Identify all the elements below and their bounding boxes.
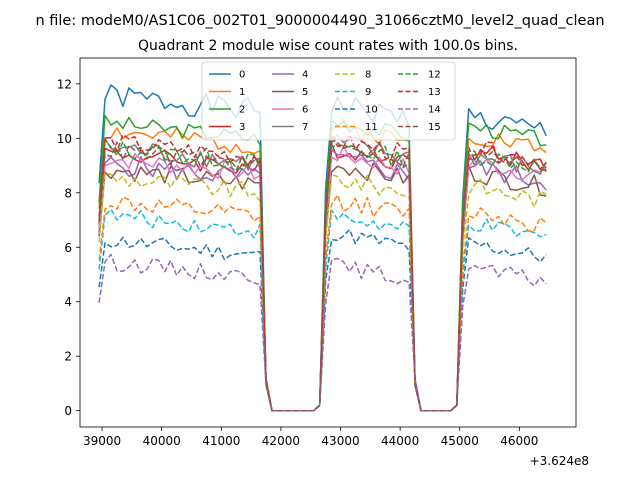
axes-frame <box>79 57 577 428</box>
x-tick-label: 46000 <box>500 434 538 448</box>
series-line-14 <box>98 253 547 412</box>
figure-suptitle: n file: modeM0/AS1C06_002T01_9000004490_… <box>35 13 604 29</box>
series-line-13 <box>98 134 547 412</box>
legend-label-6: 6 <box>302 105 308 116</box>
y-tick-label: 0 <box>64 404 72 418</box>
x-tick-label: 45000 <box>441 434 479 448</box>
legend-label-13: 13 <box>428 87 441 98</box>
x-tick-label: 40000 <box>143 434 181 448</box>
legend-label-11: 11 <box>365 122 378 133</box>
legend-label-3: 3 <box>239 122 245 133</box>
y-tick-label: 12 <box>57 77 72 91</box>
legend-label-10: 10 <box>365 105 378 116</box>
legend-label-12: 12 <box>428 70 441 81</box>
x-tick-label: 39000 <box>83 434 121 448</box>
y-axis-ticks: 0 2 4 6 8 10 12 <box>57 77 80 418</box>
legend-label-14: 14 <box>428 105 441 116</box>
series-line-8 <box>98 172 547 412</box>
legend-label-4: 4 <box>302 70 308 81</box>
legend-label-7: 7 <box>302 122 308 133</box>
legend-label-2: 2 <box>239 105 245 116</box>
chart-title: Quadrant 2 module wise count rates with … <box>138 38 518 54</box>
legend-label-1: 1 <box>239 87 245 98</box>
legend-label-9: 9 <box>365 87 371 98</box>
x-tick-label: 44000 <box>381 434 419 448</box>
legend-label-5: 5 <box>302 87 308 98</box>
series-line-15 <box>98 134 547 412</box>
y-tick-label: 8 <box>64 186 72 200</box>
x-axis-offset-label: +3.624e8 <box>530 454 589 468</box>
x-axis-ticks: 39000 40000 41000 42000 43000 44000 45000 46000 <box>83 427 538 448</box>
y-tick-label: 2 <box>64 350 72 364</box>
legend-label-15: 15 <box>428 122 441 133</box>
x-tick-label: 43000 <box>321 434 359 448</box>
x-tick-label: 41000 <box>202 434 240 448</box>
y-tick-label: 6 <box>64 241 72 255</box>
legend-label-0: 0 <box>239 70 245 81</box>
legend-box <box>201 61 456 141</box>
x-tick-label: 42000 <box>262 434 300 448</box>
series-layer <box>98 84 547 412</box>
y-tick-label: 4 <box>64 295 72 309</box>
series-line-10 <box>98 228 547 412</box>
legend-label-8: 8 <box>365 70 371 81</box>
y-tick-label: 10 <box>57 132 72 146</box>
